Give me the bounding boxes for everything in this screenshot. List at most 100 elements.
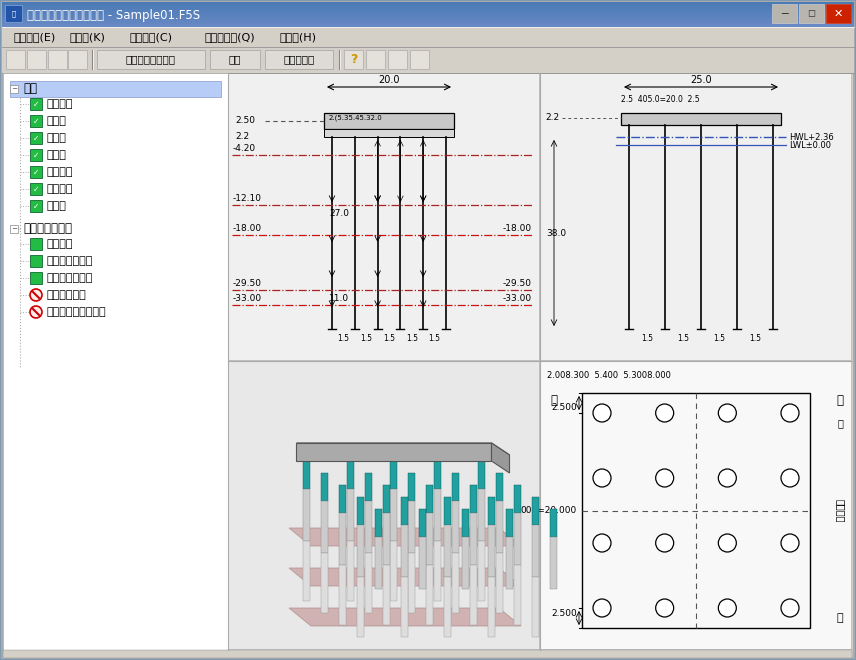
Circle shape (781, 534, 799, 552)
Bar (2, 20, 854, 21)
Bar (2, 18, 854, 19)
Text: オプション(Q): オプション(Q) (205, 32, 256, 42)
Circle shape (656, 469, 674, 487)
Bar (401, 497, 407, 525)
Text: -4.20: -4.20 (233, 144, 256, 153)
Text: 杭の応力度照査: 杭の応力度照査 (47, 256, 93, 266)
Text: ✓: ✓ (33, 168, 39, 176)
Bar (550, 509, 557, 537)
Text: ─: ─ (12, 226, 16, 232)
Circle shape (656, 534, 674, 552)
Bar (383, 513, 389, 565)
Bar (10, 81, 221, 97)
Text: 荷重条件: 荷重条件 (47, 184, 74, 194)
Text: 入力: 入力 (23, 82, 37, 96)
Bar (375, 509, 382, 537)
Bar (68, 50, 87, 69)
Circle shape (656, 599, 674, 617)
Bar (2, 14, 854, 15)
Bar (48, 50, 67, 69)
Circle shape (718, 404, 736, 422)
Bar (488, 577, 496, 637)
Bar (357, 525, 364, 577)
Bar (347, 541, 354, 601)
Text: 計算書作成: 計算書作成 (283, 55, 315, 65)
Text: 2.008.300  5.400  5.3008.000: 2.008.300 5.400 5.3008.000 (547, 370, 671, 380)
Polygon shape (289, 608, 521, 626)
Bar (2, 22, 854, 23)
Bar (2, 9, 854, 10)
Text: 入力: 入力 (229, 55, 241, 65)
Circle shape (30, 289, 42, 301)
Text: ✓: ✓ (33, 150, 39, 160)
Bar (532, 525, 539, 577)
Polygon shape (296, 443, 491, 461)
Bar (470, 565, 478, 625)
Text: 1.5: 1.5 (749, 334, 761, 343)
Bar (324, 113, 454, 129)
Bar (799, 4, 824, 23)
Bar (506, 509, 514, 537)
Text: 杭頭部の照査: 杭頭部の照査 (47, 290, 86, 300)
Bar (496, 553, 503, 613)
Bar (2, 23, 854, 24)
Text: 1.5: 1.5 (406, 334, 418, 343)
Text: ◻: ◻ (807, 9, 816, 18)
Text: 1.5: 1.5 (713, 334, 725, 343)
Circle shape (593, 534, 611, 552)
Circle shape (781, 404, 799, 422)
Circle shape (781, 469, 799, 487)
Text: 杭の支持力照査: 杭の支持力照査 (47, 273, 93, 283)
Polygon shape (491, 443, 509, 473)
Text: ファイル(E): ファイル(E) (14, 32, 56, 42)
Text: ?: ? (350, 53, 357, 66)
Bar (470, 485, 478, 513)
Bar (496, 501, 503, 553)
Bar (401, 577, 407, 637)
Bar (347, 489, 354, 541)
Bar (478, 489, 485, 541)
Bar (772, 4, 797, 23)
Bar (462, 537, 469, 589)
Bar (30, 115, 42, 127)
Bar (303, 541, 310, 601)
Bar (434, 461, 441, 489)
Text: 法線平行: 法線平行 (835, 499, 845, 522)
Bar (470, 513, 478, 565)
Text: 25.0: 25.0 (690, 75, 712, 85)
Bar (2, 7, 854, 8)
Bar (452, 553, 460, 613)
Text: 計算・結果確認: 計算・結果確認 (23, 222, 72, 236)
Text: 20.0: 20.0 (378, 75, 400, 85)
Bar (444, 577, 451, 637)
Bar (2, 17, 854, 18)
Text: -18.00: -18.00 (233, 224, 262, 233)
Bar (2, 13, 854, 14)
Bar (339, 565, 346, 625)
Bar (303, 489, 310, 541)
Circle shape (593, 404, 611, 422)
Text: 海: 海 (550, 395, 557, 407)
Text: 骨組解析: 骨組解析 (47, 239, 74, 249)
Bar (383, 565, 389, 625)
Bar (5, 5, 22, 22)
Bar (2, 3, 854, 4)
Text: 杭条件: 杭条件 (47, 150, 67, 160)
Bar (2, 15, 854, 16)
Text: ✓: ✓ (33, 185, 39, 193)
Bar (229, 362, 539, 649)
Text: ✓: ✓ (33, 117, 39, 125)
Text: ヘルプ(H): ヘルプ(H) (280, 32, 317, 42)
Bar (339, 485, 346, 513)
Circle shape (593, 599, 611, 617)
Text: ─: ─ (782, 9, 788, 18)
Bar (2, 47, 854, 73)
Bar (365, 501, 372, 553)
Text: 2.2: 2.2 (545, 114, 559, 123)
Bar (550, 537, 557, 589)
Bar (30, 200, 42, 212)
Bar (10, 225, 18, 233)
Bar (506, 537, 514, 589)
Bar (452, 473, 460, 501)
Bar (210, 50, 260, 69)
